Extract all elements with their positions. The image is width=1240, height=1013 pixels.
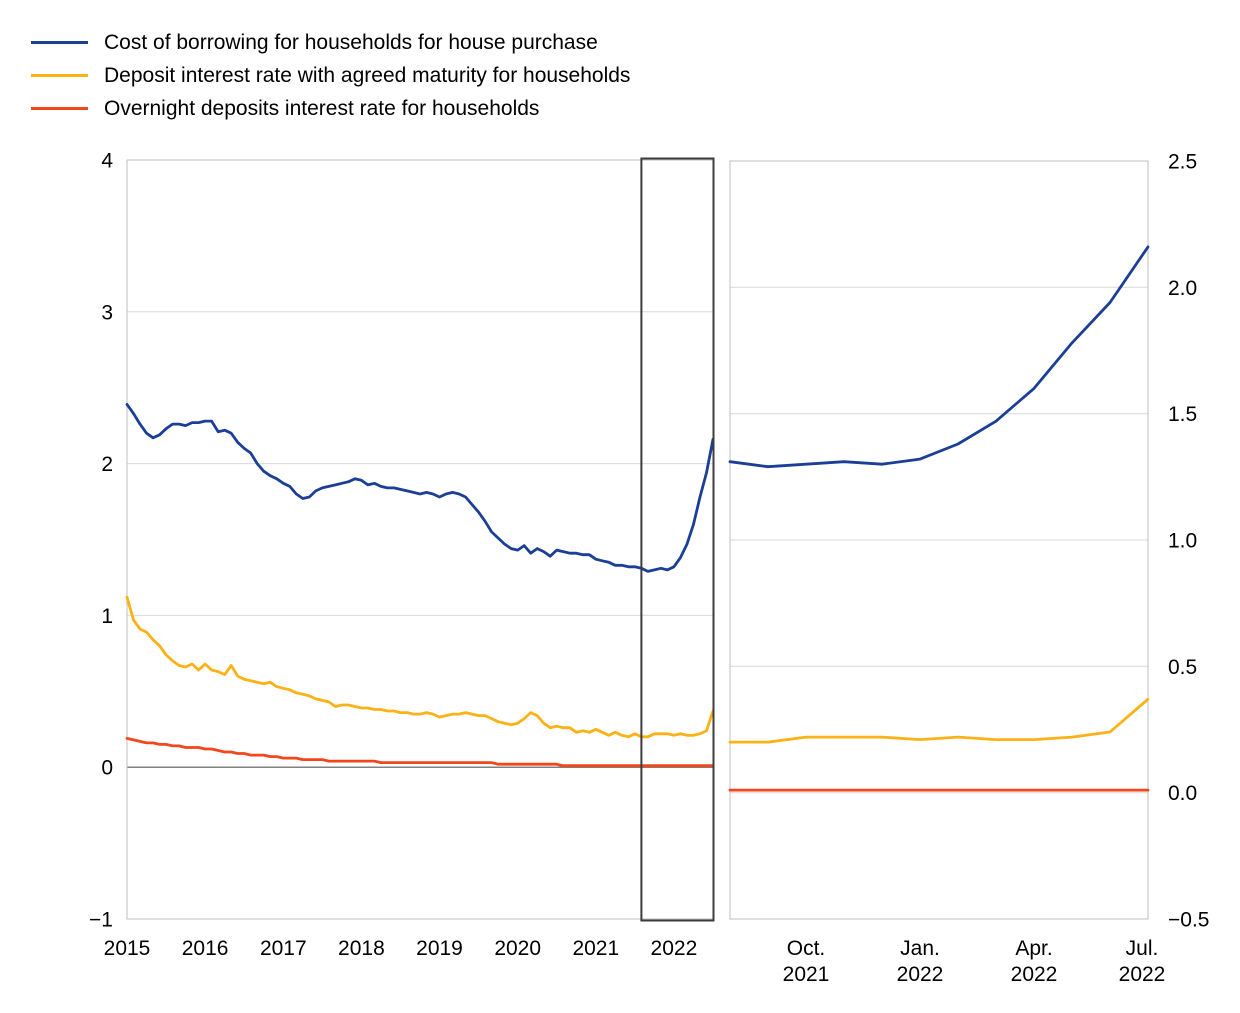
x-tick-label: 2017 <box>260 937 307 960</box>
y-tick-label: 4 <box>101 150 113 173</box>
panel-border <box>126 159 714 920</box>
x-tick-label: 2018 <box>338 937 385 960</box>
left-panel: 4 3 2 1 0 −1 2015 2016 2017 2018 2019 2020 2021 2022 <box>89 150 715 960</box>
x-tick-label: 2021 <box>572 937 619 960</box>
right-panel: 2.5 2.0 1.5 1.0 0.5 0.0 −0.5 Oct. 2021 Jan. 2022 Ap… <box>728 151 1209 986</box>
x-tick-label: 2016 <box>182 937 229 960</box>
y-tick-label: 3 <box>101 301 113 324</box>
x-tick-label: 2015 <box>104 937 151 960</box>
highlight-box <box>640 157 715 922</box>
x-tick-label: 2020 <box>494 937 541 960</box>
series-line <box>125 737 715 768</box>
x-tick-label: 2022 <box>651 937 698 960</box>
y-tick-label: 0.5 <box>1168 656 1197 679</box>
legend-label: Deposit interest rate with agreed maturi… <box>104 63 631 87</box>
legend-item-cost-of-borrowing: Cost of borrowing for households for hou… <box>31 26 630 59</box>
series-line <box>728 697 1150 744</box>
legend-item-deposit-agreed-maturity: Deposit interest rate with agreed maturi… <box>31 59 630 92</box>
y-tick-label: 1.0 <box>1168 530 1197 553</box>
x-tick-label: Apr. <box>1015 937 1052 960</box>
legend-item-overnight-deposits: Overnight deposits interest rate for hou… <box>31 92 630 125</box>
x-tick-label: 2022 <box>1011 963 1058 986</box>
y-tick-label: 2.5 <box>1168 151 1197 174</box>
y-tick-label: 2.0 <box>1168 277 1197 300</box>
legend-label: Overnight deposits interest rate for hou… <box>104 96 540 120</box>
x-tick-label: 2022 <box>1119 963 1166 986</box>
y-tick-label: 1 <box>101 605 113 628</box>
y-tick-label: 2 <box>101 453 113 476</box>
x-tick-label: 2021 <box>783 963 830 986</box>
y-tick-label: −1 <box>89 909 113 932</box>
y-tick-label: 0.0 <box>1168 782 1197 805</box>
chart-legend: Cost of borrowing for households for hou… <box>31 26 630 125</box>
x-tick-label: 2019 <box>416 937 463 960</box>
x-tick-label: Jan. <box>900 937 940 960</box>
y-tick-label: 0 <box>101 757 113 780</box>
legend-line-swatch-blue <box>31 41 88 44</box>
y-tick-label: 1.5 <box>1168 403 1197 426</box>
series-line <box>125 402 715 573</box>
series-line <box>125 595 715 739</box>
legend-line-swatch-yellow <box>31 74 88 77</box>
x-tick-label: Jul. <box>1126 937 1159 960</box>
x-tick-label: 2022 <box>897 963 944 986</box>
legend-line-swatch-red <box>31 107 88 110</box>
y-tick-label: −0.5 <box>1168 909 1209 932</box>
legend-label: Cost of borrowing for households for hou… <box>104 30 598 54</box>
x-tick-label: Oct. <box>787 937 826 960</box>
series-line <box>728 245 1150 469</box>
panel-border <box>729 160 1149 920</box>
